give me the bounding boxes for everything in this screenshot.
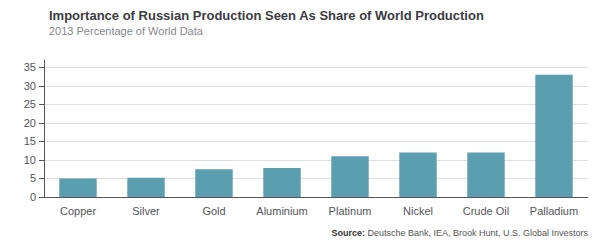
svg-text:20: 20	[24, 117, 36, 129]
svg-text:0: 0	[30, 191, 36, 203]
svg-text:Source:: Source:	[331, 228, 365, 238]
svg-text:Crude Oil: Crude Oil	[463, 205, 509, 217]
svg-text:10: 10	[24, 154, 36, 166]
svg-text:Palladium: Palladium	[530, 205, 578, 217]
svg-text:Importance of Russian Producti: Importance of Russian Production Seen As…	[49, 8, 484, 23]
svg-text:30: 30	[24, 80, 36, 92]
svg-text:5: 5	[30, 172, 36, 184]
svg-text:35: 35	[24, 61, 36, 73]
svg-text:Silver: Silver	[132, 205, 160, 217]
svg-text:15: 15	[24, 135, 36, 147]
svg-text:2013 Percentage of World Data: 2013 Percentage of World Data	[49, 25, 204, 37]
svg-text:Aluminium: Aluminium	[256, 205, 307, 217]
svg-text:Platinum: Platinum	[329, 205, 372, 217]
svg-text:Deutsche Bank, IEA, Brook Hunt: Deutsche Bank, IEA, Brook Hunt, U.S. Glo…	[367, 228, 588, 238]
svg-text:Copper: Copper	[60, 205, 96, 217]
svg-text:Nickel: Nickel	[403, 205, 433, 217]
svg-text:Gold: Gold	[202, 205, 225, 217]
svg-text:25: 25	[24, 98, 36, 110]
